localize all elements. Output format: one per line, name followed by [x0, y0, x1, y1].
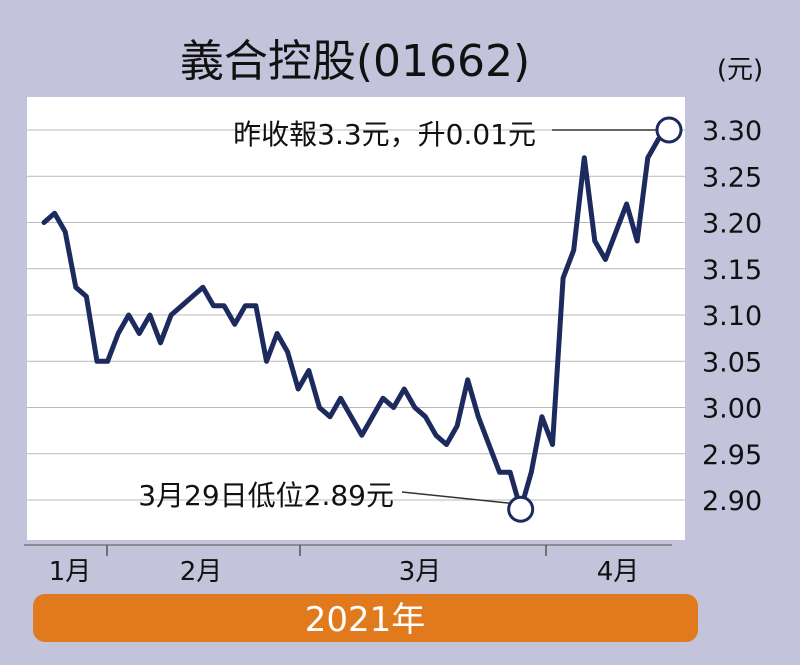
y-tick-label: 3.05 — [702, 347, 762, 378]
grid-lines — [27, 129, 685, 501]
y-tick-label: 3.20 — [702, 209, 762, 240]
year-band — [33, 594, 698, 642]
month-label: 4月 — [597, 557, 640, 587]
month-label: 1月 — [49, 557, 92, 587]
y-tick-label: 3.15 — [702, 255, 762, 286]
y-tick-label: 3.25 — [702, 162, 762, 193]
y-tick-label: 2.95 — [702, 440, 762, 471]
price-line — [41, 127, 672, 512]
annotation-low-point: 3月29日低位2.89元 — [138, 479, 394, 512]
month-label: 3月 — [399, 557, 442, 587]
y-tick-label: 2.90 — [702, 486, 762, 517]
plot-area — [27, 97, 685, 540]
annotation-leader-low — [401, 491, 511, 504]
y-tick-label: 3.10 — [702, 301, 762, 332]
y-tick-label: 3.00 — [702, 394, 762, 425]
y-tick-label: 3.30 — [702, 116, 762, 147]
chart-title: 義合控股(01662) — [180, 36, 530, 87]
unit-label: (元) — [717, 55, 763, 85]
high-point-marker — [655, 116, 683, 144]
x-axis: 1月 2月 3月 4月 — [24, 544, 672, 587]
annotation-latest-close: 昨收報3.3元，升0.01元 — [233, 118, 536, 151]
y-axis-ticks: 3.30 3.25 3.20 3.15 3.10 3.05 3.00 2.95 2.90 — [702, 116, 762, 517]
low-point-marker — [507, 495, 535, 523]
year-label: 2021年 — [305, 600, 426, 640]
month-label: 2月 — [180, 557, 223, 587]
